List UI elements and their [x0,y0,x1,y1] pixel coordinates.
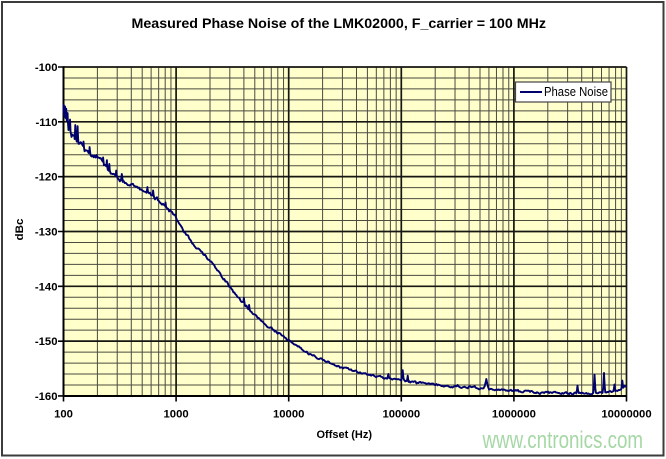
svg-text:-110: -110 [36,117,58,129]
svg-text:Phase Noise: Phase Noise [544,85,608,99]
svg-text:www.cntronics.com: www.cntronics.com [482,427,643,454]
svg-text:Offset (Hz): Offset (Hz) [317,429,373,441]
svg-text:-100: -100 [35,62,58,74]
svg-text:100000: 100000 [382,409,420,421]
svg-text:-160: -160 [35,391,58,403]
svg-text:100: 100 [54,409,73,421]
svg-text:Measured Phase Noise of the LM: Measured Phase Noise of the LMK02000, F_… [132,15,547,31]
svg-text:-120: -120 [35,172,58,184]
svg-text:-130: -130 [35,227,58,239]
svg-text:1000: 1000 [164,409,189,421]
svg-text:10000: 10000 [273,409,304,421]
svg-text:dBc: dBc [14,219,26,241]
svg-text:10000000: 10000000 [601,409,651,421]
svg-text:-140: -140 [35,281,58,293]
svg-text:1000000: 1000000 [492,409,536,421]
svg-text:-150: -150 [35,336,58,348]
